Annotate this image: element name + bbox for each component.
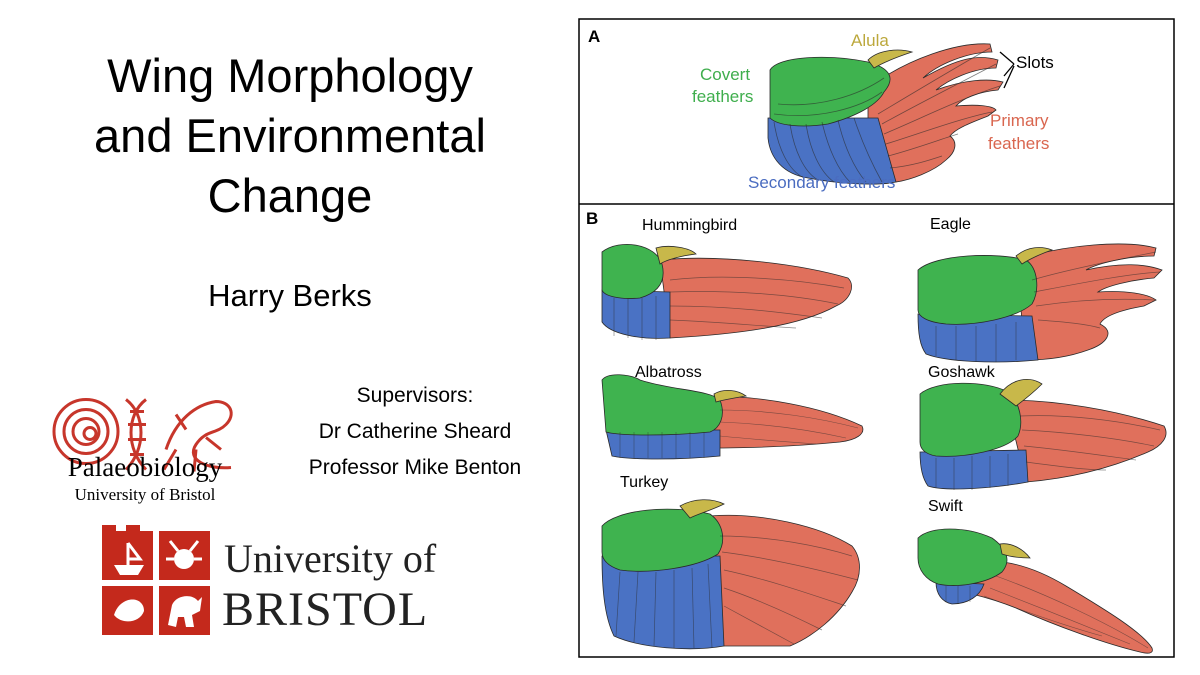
panel-a-wing [767,43,1004,185]
supervisor-2: Professor Mike Benton [308,456,522,479]
title-line-2: and Environmental [94,109,486,162]
supervisor-1: Dr Catherine Sheard [318,420,512,443]
turkey-wing [601,499,860,650]
palaeobiology-name: Palaeobiology [67,452,223,482]
slide-title: Wing Morphology and Environmental Change [40,46,540,226]
goshawk-wing [919,379,1167,490]
panel-a-letter: A [588,27,600,46]
bird-name-albatross: Albatross [635,364,702,381]
author-name: Harry Berks [208,278,372,313]
secondary-label: Secondary feathers [748,173,895,192]
title-line-3: Change [207,169,373,222]
primary-label-line2: feathers [988,134,1049,153]
slots-pointer [999,51,1015,89]
hummingbird-wing [601,244,852,340]
palaeobiology-subtitle: University of Bristol [74,485,216,504]
supervisors-block: Supervisors: Dr Catherine Sheard Profess… [270,378,560,486]
covert-label-line2: feathers [692,87,753,106]
title-line-1: Wing Morphology [107,49,473,102]
slots-label: Slots [1016,53,1054,72]
supervisors-heading: Supervisors: [356,384,474,407]
university-name-line2: BRISTOL [222,583,429,636]
alula-label: Alula [851,31,889,50]
bird-name-swift: Swift [928,498,963,515]
swift-wing [917,528,1153,654]
bird-name-goshawk: Goshawk [928,364,996,381]
bird-name-hummingbird: Hummingbird [642,217,737,234]
eagle-wing [917,243,1163,363]
university-name-line1: University of [224,536,437,581]
panel-b-letter: B [586,209,598,228]
bird-name-turkey: Turkey [620,474,668,491]
bird-name-eagle: Eagle [930,216,971,233]
albatross-wing [601,374,864,460]
primary-label-line1: Primary [990,111,1049,130]
university-crest-icon [102,525,210,635]
covert-label-line1: Covert [700,65,750,84]
wing-figure: A Alula Slots Covert feathers Primary fe… [578,18,1175,658]
palaeobiology-logo [52,398,233,472]
